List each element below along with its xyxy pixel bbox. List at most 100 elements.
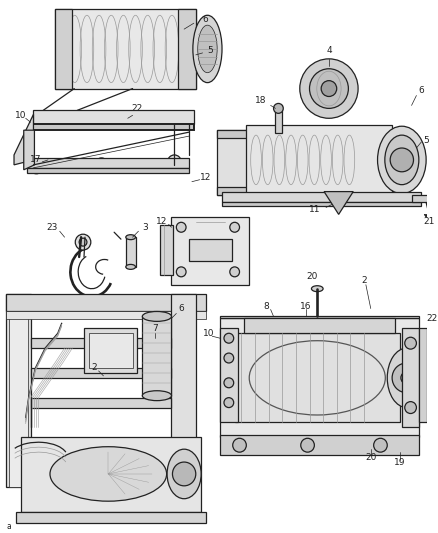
- Circle shape: [173, 462, 196, 486]
- Bar: [217, 130, 251, 195]
- Bar: [55, 9, 72, 88]
- Bar: [220, 435, 419, 455]
- Text: 12: 12: [156, 217, 167, 226]
- Text: 19: 19: [394, 457, 406, 466]
- Bar: [235, 333, 400, 423]
- Polygon shape: [24, 130, 35, 170]
- Bar: [6, 294, 205, 311]
- Circle shape: [390, 148, 413, 172]
- Circle shape: [401, 372, 413, 384]
- Bar: [21, 437, 201, 512]
- Bar: [126, 237, 135, 267]
- Ellipse shape: [193, 15, 222, 83]
- Ellipse shape: [126, 235, 135, 240]
- Bar: [222, 191, 421, 201]
- Bar: [276, 106, 282, 133]
- Bar: [178, 9, 196, 88]
- Text: 2: 2: [91, 364, 96, 373]
- Ellipse shape: [198, 25, 217, 72]
- Polygon shape: [14, 114, 33, 165]
- Bar: [6, 294, 31, 487]
- Text: 4: 4: [326, 46, 332, 55]
- Bar: [172, 217, 249, 285]
- Text: 11: 11: [309, 205, 320, 214]
- Bar: [33, 124, 194, 130]
- Bar: [33, 110, 194, 124]
- Bar: [217, 187, 251, 195]
- Text: 16: 16: [300, 302, 311, 311]
- Bar: [217, 130, 251, 138]
- Text: 18: 18: [255, 96, 267, 105]
- Bar: [31, 398, 172, 408]
- Bar: [89, 333, 133, 368]
- Circle shape: [230, 222, 240, 232]
- Text: 6: 6: [203, 15, 208, 24]
- Circle shape: [301, 438, 314, 452]
- Circle shape: [30, 160, 43, 174]
- Circle shape: [177, 267, 186, 277]
- Circle shape: [224, 398, 234, 408]
- Bar: [16, 512, 205, 523]
- Text: 6: 6: [178, 304, 184, 313]
- Text: 6: 6: [418, 86, 424, 95]
- Text: 8: 8: [264, 302, 270, 311]
- Circle shape: [310, 69, 348, 108]
- Circle shape: [300, 59, 358, 118]
- Bar: [172, 294, 196, 452]
- Bar: [160, 225, 173, 275]
- Bar: [31, 368, 172, 378]
- Text: 5: 5: [423, 135, 429, 144]
- Bar: [31, 338, 172, 348]
- Ellipse shape: [142, 311, 172, 321]
- Bar: [402, 328, 419, 427]
- Circle shape: [230, 267, 240, 277]
- Ellipse shape: [385, 135, 419, 184]
- Ellipse shape: [142, 391, 172, 401]
- Text: 22: 22: [132, 104, 143, 113]
- Circle shape: [75, 234, 91, 250]
- Text: 10: 10: [203, 329, 214, 338]
- Ellipse shape: [387, 348, 426, 408]
- Circle shape: [99, 162, 104, 168]
- Circle shape: [79, 238, 87, 246]
- Ellipse shape: [378, 126, 426, 193]
- Text: 20: 20: [365, 453, 376, 462]
- Bar: [419, 328, 427, 423]
- Bar: [220, 318, 419, 437]
- Bar: [220, 328, 237, 423]
- Text: a: a: [7, 522, 11, 531]
- Circle shape: [172, 159, 177, 165]
- Text: 3: 3: [142, 223, 148, 232]
- Circle shape: [33, 164, 39, 170]
- Circle shape: [321, 80, 337, 96]
- Circle shape: [374, 438, 387, 452]
- Circle shape: [405, 337, 417, 349]
- Bar: [142, 317, 172, 395]
- Bar: [222, 201, 421, 206]
- Polygon shape: [324, 191, 353, 214]
- Circle shape: [168, 155, 181, 169]
- Circle shape: [233, 438, 246, 452]
- Text: 20: 20: [307, 272, 318, 281]
- Circle shape: [392, 363, 421, 393]
- Text: 23: 23: [46, 223, 58, 232]
- Circle shape: [274, 103, 283, 114]
- Text: 7: 7: [152, 324, 158, 333]
- Circle shape: [95, 158, 108, 172]
- Bar: [27, 158, 189, 168]
- Bar: [55, 9, 196, 88]
- Circle shape: [224, 353, 234, 363]
- Circle shape: [224, 333, 234, 343]
- Polygon shape: [220, 317, 419, 318]
- Polygon shape: [424, 214, 429, 217]
- Text: 5: 5: [208, 46, 213, 55]
- Text: 2: 2: [361, 276, 367, 285]
- Circle shape: [405, 402, 417, 414]
- Ellipse shape: [311, 286, 323, 292]
- Text: 12: 12: [200, 173, 211, 182]
- Circle shape: [177, 222, 186, 232]
- Bar: [189, 239, 232, 261]
- Ellipse shape: [50, 447, 166, 501]
- Text: 10: 10: [15, 111, 27, 120]
- Ellipse shape: [126, 264, 135, 269]
